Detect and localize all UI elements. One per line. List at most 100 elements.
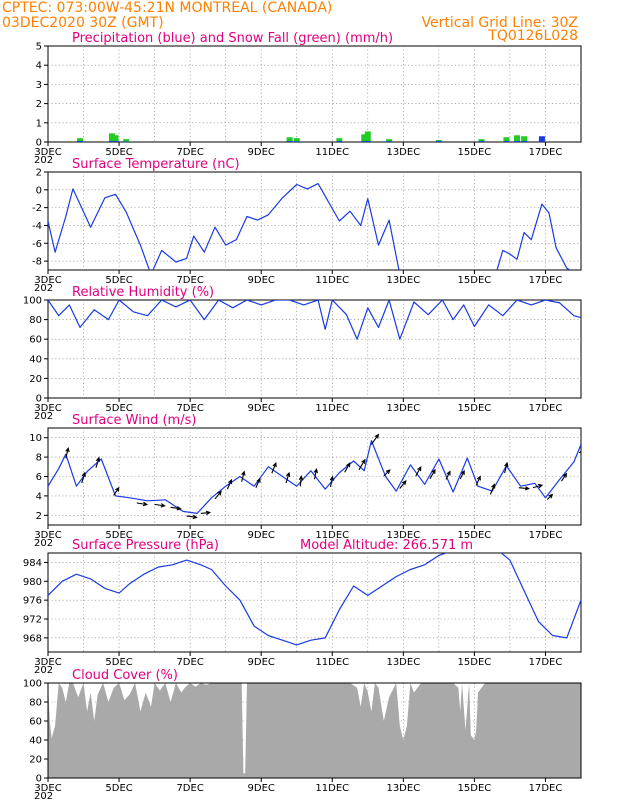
precip-bar: [361, 141, 368, 142]
temp-panel: -8 -6 -4 -2 0 2 3DEC 5DEC 7DEC 9DEC 11DEC 13DEC 15DE…: [32, 157, 582, 294]
rh-xtick-label: 3DEC: [34, 403, 61, 414]
cloud-xtick-label: 17DEC: [529, 783, 563, 794]
snow-bar: [286, 137, 293, 142]
rh-ytick-label: 100: [23, 296, 42, 307]
cloud-title: Cloud Cover (%): [72, 668, 178, 683]
wind-vector-arrow: [429, 468, 436, 480]
wind-vector-arrow: [285, 471, 291, 484]
wind-series-line: [48, 440, 581, 514]
grid-note: Vertical Grid Line: 30Z: [422, 15, 578, 31]
wind-vector-arrow: [154, 503, 166, 508]
pressure-xtick-label: 15DEC: [458, 657, 492, 668]
precip-bar: [108, 141, 115, 142]
wind-vector-arrow: [344, 462, 351, 473]
temp-xtick-label: 11DEC: [315, 275, 349, 286]
temp-title: Surface Temperature (nC): [72, 157, 240, 172]
run-time: 03DEC2020 30Z (GMT): [2, 15, 164, 31]
wind-vector-arrow: [560, 472, 568, 482]
pressure-frame: [47, 552, 582, 653]
wind-vector-arrow: [226, 478, 233, 490]
rh-xtick-label: 15DEC: [458, 403, 492, 414]
snow-bar: [293, 138, 300, 142]
snow-bar: [514, 135, 521, 142]
cloud-year-stub: 202: [34, 791, 53, 800]
temp-xtick-label: 7DEC: [176, 275, 203, 286]
temp-ytick-label: 2: [36, 168, 42, 179]
wind-vector-arrow: [95, 456, 101, 468]
rh-frame: [47, 299, 582, 399]
wind-xtick-label: 13DEC: [386, 530, 420, 541]
temp-year-stub: 202: [34, 283, 53, 294]
wind-vector-arrow: [81, 471, 86, 484]
wind-ytick-label: 2: [36, 511, 42, 522]
temp-series-line: [48, 183, 572, 270]
wind-vector-arrow: [518, 486, 531, 491]
wind-vector-arrow: [445, 470, 451, 480]
cloud-xtick-label: 11DEC: [315, 783, 349, 794]
wind-vector-arrow: [241, 470, 246, 482]
pressure-xtick-label: 17DEC: [529, 657, 563, 668]
wind-title: Surface Wind (m/s): [72, 413, 196, 428]
wind-vector-arrow: [298, 475, 304, 487]
precip-title: Precipitation (blue) and Snow Fall (gree…: [72, 31, 393, 46]
cloud-xtick-label: 13DEC: [386, 783, 420, 794]
temp-xtick-label: 17DEC: [529, 275, 563, 286]
precip-xtick-label: 15DEC: [458, 147, 492, 158]
wind-vector-arrow: [489, 483, 496, 495]
wind-vector-arrow: [200, 510, 212, 516]
wind-ytick-label: 6: [36, 472, 42, 483]
pressure-ytick-label: 968: [23, 633, 42, 644]
wind-vector-arrow: [415, 466, 422, 477]
wind-vector-arrow: [136, 501, 149, 507]
wind-vector-arrow: [255, 477, 261, 488]
pressure-xtick-label: 11DEC: [315, 657, 349, 668]
model-code: TQ0126L028: [487, 28, 578, 44]
temp-xtick-label: 13DEC: [386, 275, 420, 286]
temp-xtick-label: 9DEC: [248, 275, 275, 286]
wind-vector-arrow: [329, 475, 335, 488]
precip-xtick-label: 17DEC: [529, 147, 563, 158]
precip-ytick-label: 1: [36, 118, 42, 129]
precip-xtick-label: 9DEC: [248, 147, 275, 158]
wind-ytick-label: 8: [36, 453, 42, 464]
snow-bar: [336, 138, 343, 142]
cloud-ytick-label: 80: [29, 698, 42, 709]
rh-series-line: [48, 300, 581, 340]
wind-ytick-label: 4: [36, 491, 42, 502]
wind-vector-arrow: [186, 514, 198, 520]
precip-bar: [521, 141, 528, 142]
wind-xtick-label: 5DEC: [105, 530, 132, 541]
temp-ytick-label: -2: [32, 203, 42, 214]
rh-xtick-label: 7DEC: [176, 403, 203, 414]
precip-panel: 0 1 2 3 4 5 3DEC 5DEC 7DEC 9DEC 11DEC 13DEC 15DEC 17D…: [34, 31, 582, 166]
temp-ytick-label: -8: [32, 257, 42, 268]
cloud-xtick-label: 5DEC: [105, 783, 132, 794]
snow-bar: [361, 134, 368, 142]
rh-ytick-label: 60: [29, 335, 42, 346]
wind-xtick-label: 17DEC: [529, 530, 563, 541]
precip-xtick-label: 7DEC: [176, 147, 203, 158]
precip-bar: [112, 141, 119, 142]
wind-vector-arrow: [532, 483, 544, 489]
snow-bar: [76, 138, 83, 142]
precip-ytick-label: 5: [36, 42, 42, 53]
precip-bar: [364, 141, 371, 142]
rh-xtick-label: 11DEC: [315, 403, 349, 414]
cloud-panel: 0 20 40 60 80 100 3DEC 5DEC 7DEC 9DEC 11DEC 13DEC 15…: [23, 668, 582, 800]
precip-bar: [123, 141, 130, 142]
wind-xtick-label: 9DEC: [248, 530, 275, 541]
precip-bar: [514, 141, 521, 142]
pressure-panel: 968 972 976 980 984 3DEC 5DEC 7DEC 9DEC 11DEC 13DE…: [23, 538, 582, 676]
wind-vector-arrow: [578, 450, 581, 454]
precip-ytick-label: 3: [36, 80, 42, 91]
precip-ytick-label: 0: [36, 138, 42, 149]
snow-bar: [478, 139, 485, 142]
wind-vector-arrow: [370, 433, 380, 445]
wind-vector-arrow: [313, 468, 319, 480]
temp-ytick-label: -4: [32, 221, 42, 232]
wind-xtick-label: 15DEC: [458, 530, 492, 541]
rh-xtick-label: 13DEC: [386, 403, 420, 414]
precip-xtick-label: 11DEC: [315, 147, 349, 158]
wind-vector-arrow: [271, 462, 277, 474]
